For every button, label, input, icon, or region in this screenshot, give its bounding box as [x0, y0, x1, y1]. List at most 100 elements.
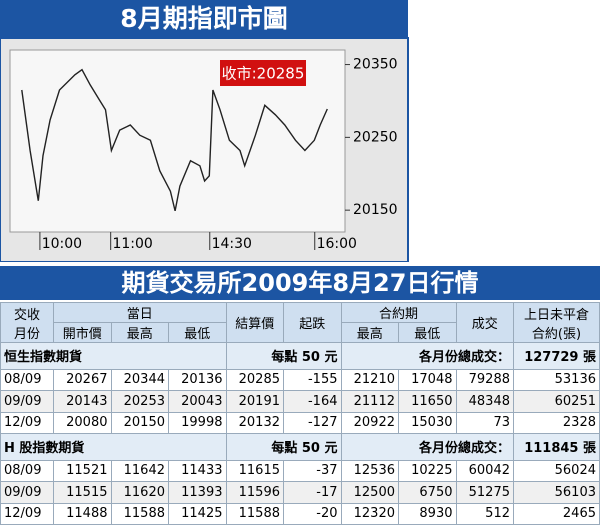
column-header: 當日 [53, 302, 227, 323]
cell: 20080 [53, 411, 112, 434]
cell: 11488 [53, 502, 112, 525]
cell: -20 [283, 502, 342, 525]
cell: 56024 [513, 459, 600, 483]
row: 恒生指數期貨 每點 50 元各月份總成交： 127729 張 [0, 342, 600, 370]
cell: 20132 [225, 411, 284, 434]
cell: 73 [455, 411, 514, 434]
cell: 2328 [513, 411, 600, 434]
subcolumn-header: 最高 [110, 322, 169, 343]
cell: 12/09 [0, 411, 54, 434]
row: 09/09 11515 11620 11393 11596 -17 12500 6750 512… [0, 481, 600, 504]
x-tick-label: 16:00 [317, 236, 357, 252]
cell: 11620 [110, 481, 169, 504]
cell: -17 [283, 481, 342, 504]
row: 09/09 20143 20253 20043 20191 -164 21112 11650 4… [0, 390, 600, 413]
cell: 19998 [168, 411, 227, 434]
cell: 每點 50 元 [225, 342, 342, 370]
annotation-box [220, 60, 306, 86]
cell: 20285 [225, 368, 284, 392]
annotation: 收市:20285 [222, 65, 305, 83]
cell: 08/09 [0, 368, 54, 392]
subcolumn-header: 最低 [168, 322, 227, 343]
cell: 11642 [110, 459, 169, 483]
cell: 12320 [340, 502, 399, 525]
cell: 20143 [53, 390, 112, 413]
cell: 15030 [398, 411, 457, 434]
cell: 60251 [513, 390, 600, 413]
cell: 512 [455, 502, 514, 525]
cell: 8930 [398, 502, 457, 525]
cell: 17048 [398, 368, 457, 392]
cell: -155 [283, 368, 342, 392]
cell: 20136 [168, 368, 227, 392]
cell: 11521 [53, 459, 112, 483]
cell: 各月份總成交： [340, 342, 514, 370]
cell: 12536 [340, 459, 399, 483]
cell: 20267 [53, 368, 112, 392]
cell: 09/09 [0, 390, 54, 413]
cell: 11615 [225, 459, 284, 483]
chart-title: 8月期指即市圖 [0, 0, 408, 38]
cell: 11596 [225, 481, 284, 504]
cell: 11588 [110, 502, 169, 525]
cell: 111845 張 [513, 432, 600, 461]
row: 08/09 11521 11642 11433 11615 -37 12536 10225 60… [0, 459, 600, 483]
cell: 6750 [398, 481, 457, 504]
cell: -127 [283, 411, 342, 434]
table-body: 恒生指數期貨 每點 50 元各月份總成交： 127729 張 08/09 20267 20… [0, 342, 600, 525]
cell: 20043 [168, 390, 227, 413]
row: H 股指數期貨 每點 50 元各月份總成交： 111845 張 [0, 432, 600, 461]
cell: 20191 [225, 390, 284, 413]
row: 12/09 20080 20150 19998 20132 -127 20922 15030 7… [0, 411, 600, 434]
cell: 127729 張 [513, 342, 600, 370]
table-title: 期貨交易所2009年8月27日行情 [0, 266, 600, 300]
cell: 各月份總成交： [340, 432, 514, 461]
subcolumn-header: 最低 [398, 322, 457, 343]
y-tick-label: 20350 [353, 57, 398, 73]
cell: 12500 [340, 481, 399, 504]
column-header: 上日未平倉合約(張) [513, 302, 600, 343]
cell: 60042 [455, 459, 514, 483]
cell: -37 [283, 459, 342, 483]
column-header: 結算價 [225, 302, 284, 343]
cell: 20253 [110, 390, 169, 413]
column-header: 合約期 [340, 302, 457, 323]
cell: 每點 50 元 [225, 432, 342, 461]
chart: 20150 20250 20350 10:00 11:00 14:30 16:00 收市:20… [0, 37, 409, 262]
cell: 09/09 [0, 481, 54, 504]
cell: 恒生指數期貨 [0, 342, 227, 370]
cell: 10225 [398, 459, 457, 483]
y-tick-label: 20250 [353, 129, 398, 145]
row: 08/09 20267 20344 20136 20285 -155 21210 17048 7… [0, 368, 600, 392]
subcolumn-header: 開市價 [53, 322, 112, 343]
cell: 79288 [455, 368, 514, 392]
row: 12/09 11488 11588 11425 11588 -20 12320 8930 512… [0, 502, 600, 525]
column-header: 成交 [455, 302, 514, 343]
subcolumn-header: 最高 [340, 322, 399, 343]
cell: 21210 [340, 368, 399, 392]
cell: 11515 [53, 481, 112, 504]
x-tick-label: 11:00 [112, 236, 152, 252]
cell: 48348 [455, 390, 514, 413]
cell: 11433 [168, 459, 227, 483]
cell: 11588 [225, 502, 284, 525]
cell: H 股指數期貨 [0, 432, 227, 461]
price-line [21, 68, 328, 212]
cell: 11425 [168, 502, 227, 525]
cell: 53136 [513, 368, 600, 392]
cell: 51275 [455, 481, 514, 504]
cell: 08/09 [0, 459, 54, 483]
column-header: 交收月份 [0, 302, 54, 343]
cell: 20150 [110, 411, 169, 434]
cell: 12/09 [0, 502, 54, 525]
x-tick-label: 14:30 [212, 236, 252, 252]
cell: 11650 [398, 390, 457, 413]
market-table: 交收月份 當日 結算價 起跌 合約期 成交 上日未平倉合約(張) 開市價 最高 … [0, 302, 600, 525]
cell: 21112 [340, 390, 399, 413]
cell: 56103 [513, 481, 600, 504]
column-header: 起跌 [283, 302, 342, 343]
column-header-text: 上日未平倉合約(張) [523, 307, 589, 342]
cell: -164 [283, 390, 342, 413]
column-header-text: 交收月份 [13, 307, 40, 342]
